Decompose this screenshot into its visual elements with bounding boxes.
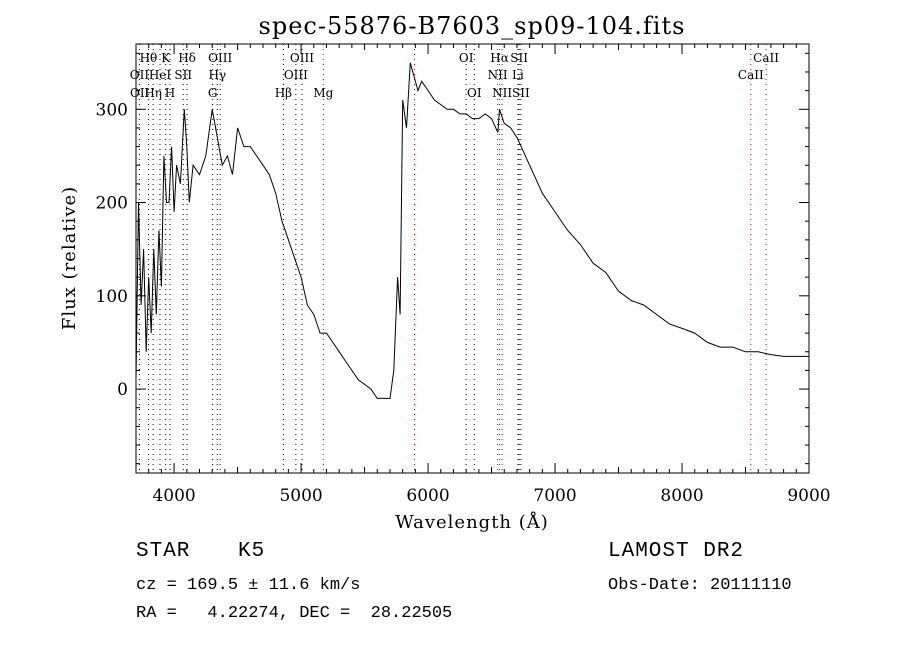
y-tick-label: 100: [96, 287, 128, 307]
plot-frame: [135, 43, 810, 474]
marker-label: OII: [130, 86, 150, 100]
marker-label: SII: [510, 51, 528, 65]
marker-label: NII: [492, 86, 512, 100]
marker-label: H: [165, 86, 175, 100]
marker-label: Hβ: [275, 86, 292, 100]
coordinates: RA = 4.22274, DEC = 28.22505: [136, 604, 453, 623]
x-axis-ticks: 4000 5000 6000 7000 8000 9000: [135, 44, 831, 506]
marker-label: Hα: [490, 51, 509, 65]
chart-title: spec-55876-B7603_sp09-104.fits: [259, 12, 686, 40]
x-axis-label: Wavelength (Å): [395, 511, 549, 533]
marker-label: NII: [488, 68, 508, 82]
marker-label: Mg: [313, 86, 333, 100]
marker-label: OII: [130, 68, 150, 82]
marker-label: CaII: [753, 51, 779, 65]
object-subclass: K5: [238, 540, 266, 563]
spectral-line-markers: [138, 44, 767, 473]
x-tick-label: 7000: [533, 486, 576, 506]
marker-label: Li: [512, 68, 524, 82]
survey-name: LAMOST DR2: [608, 540, 745, 563]
y-tick-label: 0: [117, 380, 128, 400]
marker-label: SII: [174, 68, 192, 82]
x-tick-label: 8000: [660, 486, 703, 506]
marker-label: SII: [512, 86, 530, 100]
x-tick-label: 5000: [279, 486, 322, 506]
marker-label: OI: [459, 51, 474, 65]
marker-label: OIII: [290, 51, 314, 65]
y-tick-label: 300: [96, 100, 128, 120]
marker-label: OIII: [284, 68, 308, 82]
marker-label: G: [208, 86, 218, 100]
marker-label: OI: [467, 86, 482, 100]
marker-label: Hη: [144, 86, 162, 100]
marker-label: OIII: [208, 51, 232, 65]
observation-date: Obs-Date: 20111110: [608, 576, 792, 595]
marker-label: CaII: [738, 68, 764, 82]
x-tick-label: 9000: [787, 486, 830, 506]
y-axis-label: Flux (relative): [59, 186, 80, 330]
marker-label: K: [161, 51, 171, 65]
x-tick-label: 6000: [406, 486, 449, 506]
marker-label: Hγ: [208, 68, 226, 82]
y-axis-ticks: 0 100 200 300: [96, 52, 809, 465]
y-tick-label: 200: [96, 194, 128, 214]
spectrum-series-line: [135, 62, 809, 399]
marker-label: Hδ: [178, 51, 196, 65]
marker-label: HeI: [149, 68, 172, 82]
marker-label: Hθ: [140, 51, 158, 65]
x-tick-label: 4000: [152, 486, 195, 506]
redshift-velocity: cz = 169.5 ± 11.6 km/s: [136, 576, 361, 595]
object-class: STAR: [136, 540, 191, 563]
